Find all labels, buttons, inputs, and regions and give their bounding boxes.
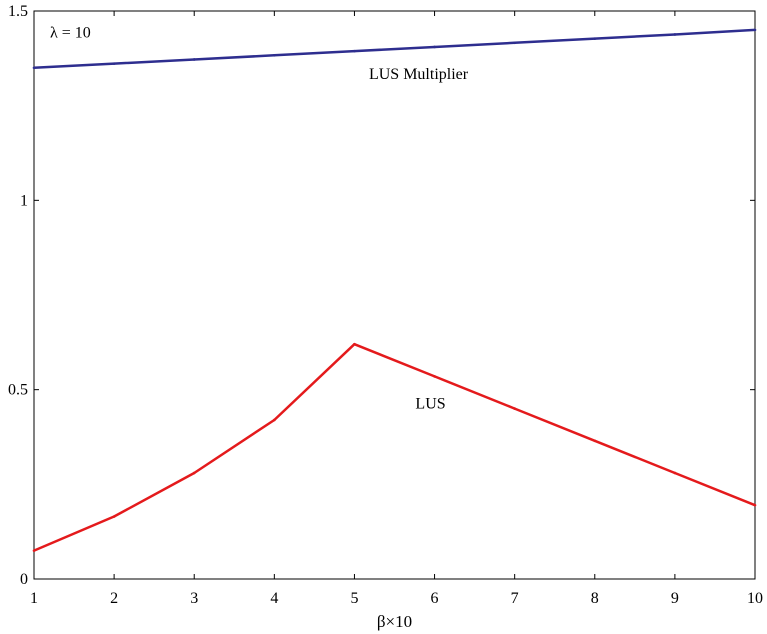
data-point (513, 41, 516, 45)
data-point (112, 62, 116, 65)
x-axis-title: β×10 (377, 612, 412, 631)
x-tick-label: 9 (671, 590, 679, 607)
data-point (593, 439, 597, 443)
data-point (353, 342, 356, 346)
data-point (192, 58, 196, 61)
x-tick-label: 5 (350, 590, 358, 607)
data-point (273, 54, 276, 57)
data-point (513, 407, 516, 410)
data-point (192, 471, 196, 475)
y-tick-label: 0.5 (8, 382, 28, 399)
data-point (32, 66, 36, 70)
x-tick-label: 6 (431, 590, 439, 607)
plot-frame (33, 10, 756, 580)
annotation-multiplier: LUS Multiplier (369, 66, 469, 83)
data-point (32, 549, 36, 552)
data-point (353, 49, 356, 53)
y-tick-label: 1.5 (8, 3, 28, 20)
x-tick-label: 1 (30, 590, 38, 607)
series-line-1 (33, 342, 756, 552)
data-point (112, 515, 116, 518)
data-point (753, 28, 757, 32)
data-point (673, 471, 677, 475)
axis-ticks: 1 2 3 4 5 6 7 8 9 10 0 0.5 1 1.5 (8, 3, 763, 607)
x-tick-label: 4 (270, 590, 278, 607)
data-point (593, 37, 597, 40)
data-point (753, 503, 757, 507)
data-point (433, 45, 436, 49)
y-tick-label: 1 (20, 192, 28, 209)
x-tick-label: 3 (190, 590, 198, 607)
x-tick-label: 7 (511, 590, 519, 607)
y-tick-label: 0 (20, 571, 28, 588)
series-line-0 (33, 28, 756, 70)
data-point (273, 418, 276, 422)
x-tick-label: 2 (110, 590, 118, 607)
x-tick-label: 8 (591, 590, 599, 607)
x-tick-label: 10 (747, 590, 763, 607)
annotation-lambda: λ = 10 (50, 25, 91, 42)
data-point (433, 375, 436, 378)
series-group (32, 28, 757, 552)
data-point (673, 33, 677, 36)
annotations: λ = 10 LUS Multiplier LUS (50, 25, 469, 413)
annotation-lus: LUS (415, 396, 445, 413)
